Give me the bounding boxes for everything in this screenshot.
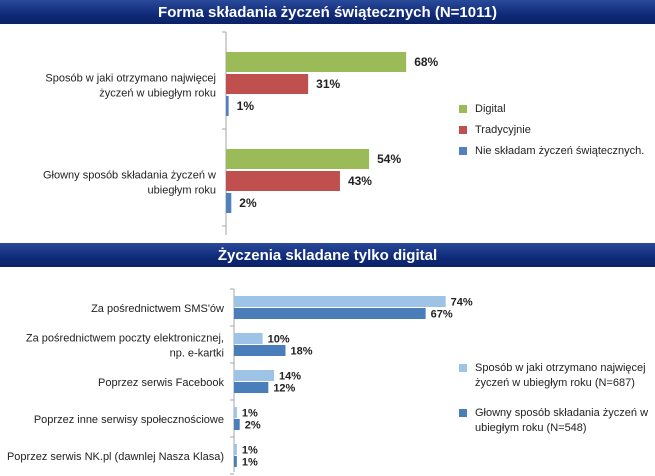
chart-2-data-label: 1% xyxy=(242,445,258,457)
chart-2-data-label: 14% xyxy=(279,371,301,383)
chart-2-data-label: 10% xyxy=(268,334,290,346)
chart-1-bar xyxy=(226,171,340,191)
chart-2-data-label: 18% xyxy=(290,346,312,358)
chart-2-plot: Za pośrednictwem SMS'ów 74%67% Za pośredni… xyxy=(7,288,473,475)
chart-2-legend-label-line: Sposób w jaki otrzymano najwięcej xyxy=(475,362,646,374)
chart-2-bar xyxy=(234,456,237,467)
chart-2-legend-swatch xyxy=(459,409,467,417)
chart-1-legend-label: Nie składam życzeń świątecznych. xyxy=(475,144,644,159)
chart-2-legend-label-line: ubiegłym roku (N=548) xyxy=(475,422,587,434)
chart-2-bar xyxy=(234,308,426,319)
chart-1-category-label: ubiegłym roku xyxy=(148,185,216,197)
chart-2-data-label: 1% xyxy=(242,457,258,469)
chart-2-bar xyxy=(234,370,275,381)
chart-2-data-label: 74% xyxy=(451,297,473,309)
chart-2-legend-item: Głowny sposób składania życzeń w ubiegłym… xyxy=(459,406,648,436)
chart-2-bar xyxy=(234,382,269,393)
chart-2-bar xyxy=(234,345,286,356)
chart-2-legend-label-line: życzeń w ubiegłym roku (N=687) xyxy=(475,377,635,389)
chart-2-legend-swatch xyxy=(459,364,467,372)
chart-1-bar xyxy=(226,96,229,116)
chart-2-category-label: Za pośrednictwem SMS'ów xyxy=(91,303,224,315)
chart-1-data-label: 31% xyxy=(316,77,340,91)
chart-1-category-label: życzeń w ubiegłym roku xyxy=(99,88,216,100)
chart-2-data-label: 1% xyxy=(242,408,258,420)
chart-2-legend-item: Sposób w jaki otrzymano najwięcej życzeń … xyxy=(459,361,646,391)
chart-2-bar xyxy=(234,419,240,430)
chart-1-legend-item: Nie składam życzeń świątecznych. xyxy=(459,144,644,159)
chart-1-legend-swatch xyxy=(459,105,467,113)
chart-2-bar xyxy=(234,296,446,307)
chart-2-bar xyxy=(234,407,237,418)
chart-2-title: Życzenia skladane tylko digital xyxy=(0,243,655,267)
chart-2-category-label: Poprzez serwis Facebook xyxy=(98,377,224,389)
chart-1-bar xyxy=(226,52,407,72)
chart-1-legend-label-line: Nie składam życzeń świątecznych. xyxy=(475,145,645,157)
chart-1-data-label: 54% xyxy=(377,152,401,166)
chart-2-category-label: Poprzez serwis NK.pl (dawnlej Nasza Klas… xyxy=(7,451,224,463)
chart-1-data-label: 68% xyxy=(414,55,438,69)
chart-2-legend-label-line: Głowny sposób składania życzeń w xyxy=(475,407,649,419)
chart-2-category-label: Za pośrednictwem poczty elektronicznej, xyxy=(26,333,224,345)
chart-2-legend-label: Sposób w jaki otrzymano najwięcej życzeń … xyxy=(475,361,646,391)
chart-1-category-label: Głowny sposób składania życzeń w xyxy=(43,170,216,182)
chart-1-legend-item: Tradycyjnie xyxy=(459,123,531,138)
chart-2-bar xyxy=(234,444,237,455)
chart-1-data-label: 43% xyxy=(348,174,372,188)
chart-1-legend-label: Tradycyjnie xyxy=(475,123,531,138)
chart-2-data-label: 2% xyxy=(245,420,261,432)
chart-1-bar xyxy=(226,149,370,169)
chart-1-category-label: Sposób w jaki otrzymano najwięcej xyxy=(45,73,216,85)
chart-2-data-label: 67% xyxy=(431,309,453,321)
chart-1-legend-swatch xyxy=(459,126,467,134)
chart-2-category-label: np. e-kartki xyxy=(170,348,224,360)
chart-1-bar xyxy=(226,193,232,213)
chart-2-data-label: 12% xyxy=(273,383,295,395)
chart-1-legend-swatch xyxy=(459,147,467,155)
chart-1-legend-label: Digital xyxy=(475,102,506,117)
chart-1-bar xyxy=(226,74,309,94)
chart-2-legend-label: Głowny sposób składania życzeń w ubiegłym… xyxy=(475,406,648,436)
chart-2-category-label: Poprzez inne serwisy społecznościowe xyxy=(34,414,224,426)
chart-1-legend-item: Digital xyxy=(459,102,506,117)
chart-1-legend-label-line: Tradycyjnie xyxy=(475,124,531,136)
chart-1-legend-label-line: Digital xyxy=(475,103,506,115)
chart-2-bar xyxy=(234,333,263,344)
chart-1-plot: Sposób w jaki otrzymano najwięcej życzeń … xyxy=(43,31,439,235)
chart-1-data-label: 2% xyxy=(239,196,257,210)
chart-1-title: Forma składania życzeń świątecznych (N=1… xyxy=(0,0,655,24)
chart-1-data-label: 1% xyxy=(237,99,255,113)
